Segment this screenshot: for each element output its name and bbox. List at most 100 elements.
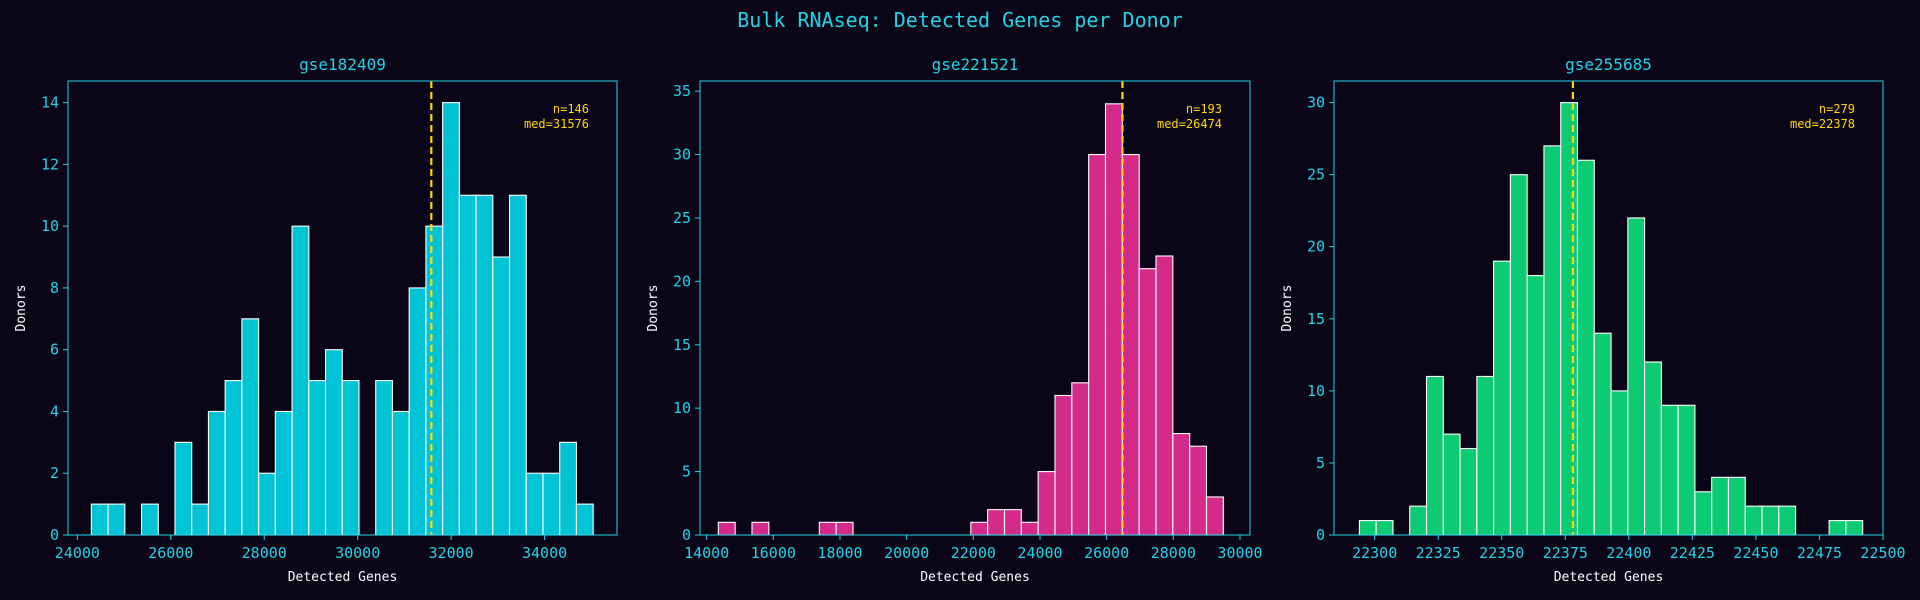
histogram-bar xyxy=(1493,260,1511,536)
histogram-bar xyxy=(1459,447,1478,536)
histogram-panel-gse221521: gse221521 14000 16000 18000 20000 22000 24000 2… xyxy=(646,55,1263,585)
axes-frame xyxy=(1333,80,1884,536)
x-tick-label: 22350 xyxy=(1479,544,1524,562)
histogram-bar xyxy=(1375,520,1394,536)
y-tick-label: 10 xyxy=(1307,382,1325,400)
axes-frame xyxy=(67,80,618,536)
histogram-bar xyxy=(1121,154,1140,536)
histogram-bar xyxy=(835,521,854,536)
histogram-bar xyxy=(492,256,511,536)
y-axis-label: Donors xyxy=(646,285,661,332)
histogram-bar xyxy=(191,503,210,536)
histogram-bar xyxy=(717,521,736,536)
histogram-bar xyxy=(751,521,770,536)
histogram-bar xyxy=(987,509,1006,536)
histogram-bar xyxy=(559,441,577,536)
histogram-bar xyxy=(324,349,343,536)
histogram-bar xyxy=(508,194,527,536)
histogram-bar xyxy=(542,472,561,536)
histogram-bar xyxy=(1425,375,1444,536)
histogram-bar xyxy=(818,521,837,536)
y-tick-label: 5 xyxy=(682,463,691,481)
stats-annotation: med=31576 xyxy=(524,117,589,131)
y-tick-label: 2 xyxy=(50,464,59,482)
histogram-bar xyxy=(425,225,444,536)
y-tick-label: 25 xyxy=(1307,166,1325,184)
histogram-bar xyxy=(1845,520,1864,536)
histogram-bar xyxy=(1711,476,1730,536)
histogram-bar xyxy=(1727,476,1746,536)
histogram-bar xyxy=(90,503,109,536)
x-tick-label: 22475 xyxy=(1797,544,1842,562)
histogram-bar xyxy=(1744,505,1763,536)
x-tick-label: 22000 xyxy=(951,544,996,562)
histogram-bar xyxy=(1088,154,1107,536)
histogram-bar xyxy=(1172,432,1191,536)
histogram-bar xyxy=(1526,275,1545,536)
y-tick-label: 25 xyxy=(673,209,691,227)
x-tick-label: 34000 xyxy=(522,544,567,562)
histogram-bar xyxy=(1071,382,1090,536)
histogram-bar xyxy=(274,410,293,536)
histogram-bar xyxy=(1189,445,1208,536)
histogram-bar xyxy=(1560,102,1579,536)
y-tick-label: 15 xyxy=(1307,310,1325,328)
histogram-bar xyxy=(1828,520,1847,536)
histogram-bar xyxy=(1543,145,1562,536)
histogram-bar xyxy=(1138,268,1157,536)
histogram-bar xyxy=(1476,375,1495,536)
stats-annotation: n=279 xyxy=(1819,102,1855,116)
y-tick-label: 35 xyxy=(673,82,691,100)
panels-container: gse182409 24000 26000 28000 30000 32000 34000 0… xyxy=(14,55,1906,585)
histogram-bar xyxy=(970,521,989,536)
panel-title: gse182409 xyxy=(299,55,386,74)
x-tick-label: 22400 xyxy=(1606,544,1651,562)
y-tick-label: 5 xyxy=(1316,454,1325,472)
histogram-bar xyxy=(1509,174,1528,536)
x-axis-label: Detected Genes xyxy=(1554,570,1664,585)
x-tick-label: 30000 xyxy=(1217,544,1262,562)
histogram-bar xyxy=(107,503,126,536)
histogram-bar xyxy=(308,380,327,536)
y-tick-label: 30 xyxy=(673,146,691,164)
y-tick-label: 8 xyxy=(50,279,59,297)
histogram-bar xyxy=(1054,394,1073,536)
histogram-bar xyxy=(1155,255,1174,536)
panel-title: gse221521 xyxy=(932,55,1019,74)
histogram-bar xyxy=(1003,509,1022,536)
stats-annotation: n=193 xyxy=(1186,102,1222,116)
histogram-bar xyxy=(408,287,427,536)
y-tick-label: 20 xyxy=(673,272,691,290)
histogram-panel-gse255685: gse255685 22300 22325 22350 22375 22400 22425 2… xyxy=(1280,55,1906,585)
x-tick-label: 26000 xyxy=(148,544,193,562)
x-axis-label: Detected Genes xyxy=(288,570,398,585)
histogram-bar xyxy=(475,194,494,536)
y-axis-label: Donors xyxy=(1280,285,1295,332)
histogram-bar xyxy=(291,225,310,536)
histogram-bar xyxy=(458,194,477,536)
histogram-bar xyxy=(1409,505,1428,536)
x-tick-label: 24000 xyxy=(1017,544,1062,562)
x-axis-label: Detected Genes xyxy=(920,570,1030,585)
y-tick-label: 10 xyxy=(41,217,59,235)
histogram-bar xyxy=(140,503,159,536)
y-tick-label: 0 xyxy=(1316,526,1325,544)
histogram-bar xyxy=(241,318,260,536)
stats-annotation: n=146 xyxy=(553,102,589,116)
histogram-bar xyxy=(224,380,243,536)
x-tick-label: 22325 xyxy=(1416,544,1461,562)
histogram-bar xyxy=(1644,361,1662,536)
x-tick-label: 28000 xyxy=(1151,544,1196,562)
y-axis-label: Donors xyxy=(14,285,29,332)
histogram-bar xyxy=(1576,159,1595,536)
histogram-bar xyxy=(1593,332,1612,536)
x-tick-label: 16000 xyxy=(751,544,796,562)
histogram-bar xyxy=(1205,496,1224,536)
stats-annotation: med=26474 xyxy=(1157,117,1222,131)
x-tick-label: 22425 xyxy=(1670,544,1715,562)
y-tick-label: 0 xyxy=(50,526,59,544)
x-tick-label: 20000 xyxy=(884,544,929,562)
histogram-bar xyxy=(258,472,276,536)
histogram-bar xyxy=(207,410,226,536)
